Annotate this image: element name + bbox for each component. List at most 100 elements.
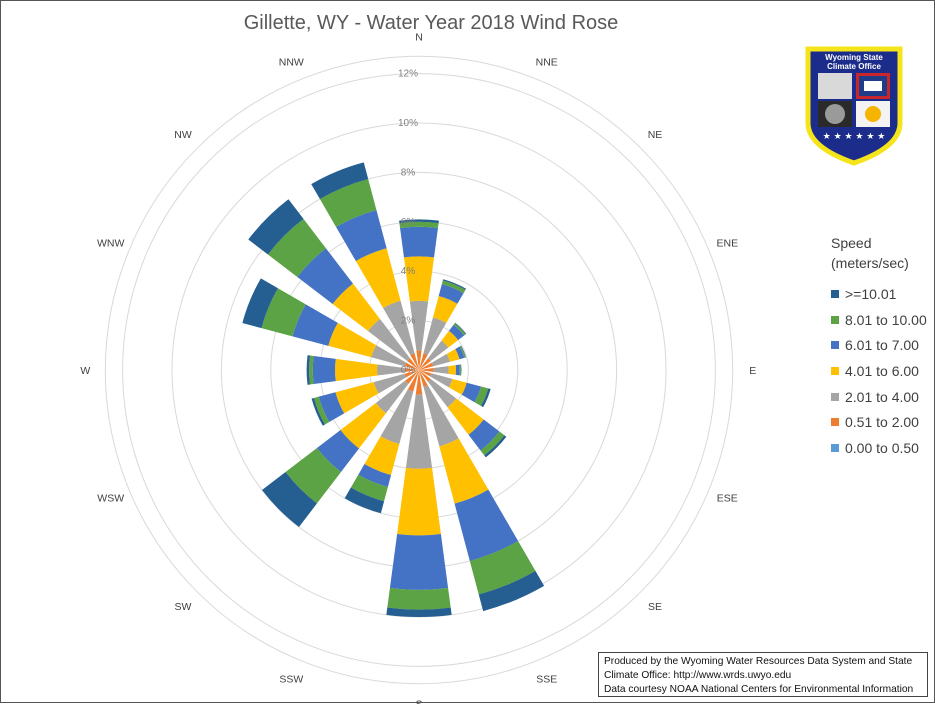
chart-title: Gillette, WY - Water Year 2018 Wind Rose: [243, 12, 619, 34]
bar-segment-E: [419, 368, 434, 372]
bar-segment-WNW: [371, 345, 407, 367]
bar-segment-SSW: [407, 370, 419, 392]
radial-tick-label: 2%: [401, 316, 416, 327]
legend-item: 4.01 to 6.00: [831, 358, 927, 384]
direction-label-nw: NW: [174, 129, 192, 141]
bar-segment-SSW: [364, 436, 400, 476]
direction-label-ne: NE: [648, 129, 663, 141]
bar-segment-NNW: [336, 210, 387, 262]
bar-segment-NE: [449, 324, 465, 340]
direction-label-ene: ENE: [717, 237, 739, 249]
bar-segment-N: [399, 219, 439, 224]
bar-segment-ENE: [431, 353, 451, 367]
direction-label-w: W: [80, 365, 90, 377]
bar-segment-W: [377, 364, 405, 376]
bar-segment-NNE: [432, 296, 458, 323]
bar-segment-ENE: [455, 346, 465, 360]
bar-segment-E: [448, 365, 457, 375]
direction-label-wnw: WNW: [97, 237, 124, 249]
bar-segment-N: [399, 221, 439, 228]
bar-segment-WNW: [292, 304, 338, 346]
legend: Speed (meters/sec) >=10.01 8.01 to 10.00 6…: [831, 233, 927, 461]
bar-segment-NE: [428, 340, 449, 361]
logo-text-line2: Climate Office: [827, 62, 881, 71]
bar-segment-S: [415, 370, 423, 395]
legend-title-line1: Speed: [831, 235, 872, 251]
bar-segment-NW: [267, 218, 326, 277]
direction-label-se: SE: [648, 601, 662, 613]
bar-segment-NNE: [423, 317, 447, 356]
bar-segment-NE: [454, 322, 467, 335]
legend-swatch: [831, 289, 839, 298]
bar-segment-NE: [419, 358, 431, 370]
legend-swatch: [831, 443, 839, 452]
bar-segment-SE: [447, 398, 484, 435]
direction-label-sw: SW: [175, 601, 192, 613]
direction-label-nnw: NNW: [279, 57, 304, 69]
bar-segment-ESE: [480, 388, 491, 408]
legend-label: 0.00 to 0.50: [845, 439, 919, 456]
bar-segment-NE: [453, 323, 466, 336]
bar-segment-SW: [340, 403, 386, 449]
bar-segment-W: [404, 368, 419, 372]
legend-swatch: [831, 341, 839, 350]
bar-segment-NNE: [441, 280, 466, 294]
legend-swatch: [831, 366, 839, 375]
bar-segment-E: [460, 364, 462, 376]
bar-segment-E: [459, 364, 461, 376]
bar-segment-ESE: [461, 382, 482, 403]
bar-segment-ENE: [460, 345, 467, 358]
bar-segment-WSW: [311, 397, 325, 426]
bar-segment-SSW: [350, 474, 388, 502]
bar-segment-NW: [297, 248, 353, 304]
bar-segment-NW: [367, 318, 410, 361]
bar-segment-N: [403, 256, 435, 302]
bar-segment-NNW: [383, 300, 415, 356]
direction-label-ese: ESE: [717, 493, 738, 505]
bar-segment-SE: [468, 419, 500, 451]
legend-item: 6.01 to 7.00: [831, 332, 927, 358]
bar-segment-WSW: [335, 382, 379, 414]
bar-segment-N: [400, 226, 438, 258]
bar-segment-SW: [405, 370, 419, 384]
legend-item: >=10.01: [831, 281, 927, 307]
radial-tick-label: 0%: [401, 365, 416, 376]
credit-line3: Data courtesy NOAA National Centers for …: [604, 684, 914, 695]
bar-segment-S: [405, 394, 433, 469]
bar-segment-NW: [248, 199, 304, 255]
bar-segment-W: [306, 355, 311, 385]
bar-segment-S: [387, 587, 451, 610]
bar-segment-WSW: [404, 370, 419, 378]
bar-segment-ESE: [429, 373, 453, 388]
legend-title-line2: (meters/sec): [831, 255, 909, 271]
bar-segment-ENE: [446, 348, 460, 362]
bar-segment-N: [409, 300, 429, 351]
tick-layer: 0% 2% 4% 6% 8% 10% 12%: [398, 69, 418, 376]
bar-segment-NW: [407, 358, 419, 370]
bar-layer: [242, 162, 545, 618]
direction-label-s: S: [415, 699, 422, 704]
legend-label: 6.01 to 7.00: [845, 337, 919, 354]
bar-segment-W: [312, 355, 336, 385]
bar-segment-SSE: [454, 489, 519, 561]
bar-segment-W: [309, 355, 314, 385]
legend-item: 8.01 to 10.00: [831, 307, 927, 333]
bar-segment-ENE: [419, 362, 434, 370]
bar-segment-SSW: [380, 389, 414, 444]
bar-segment-NNE: [438, 284, 464, 304]
radial-tick-label: 12%: [398, 69, 418, 80]
bar-segment-SW: [316, 430, 359, 473]
bar-segment-ESE: [474, 386, 489, 406]
bar-segment-E: [433, 366, 449, 374]
climate-office-logo: Wyoming State Climate Office ★ ★ ★ ★ ★ ★: [804, 43, 904, 167]
bar-segment-SW: [262, 472, 317, 527]
radial-tick-label: 6%: [401, 217, 416, 228]
bar-segment-SE: [419, 370, 431, 382]
bar-segment-SSE: [478, 570, 545, 612]
direction-label-sse: SSE: [536, 673, 557, 685]
radial-tick-label: 4%: [401, 266, 416, 277]
logo-text-line1: Wyoming State: [825, 53, 883, 62]
legend-item: 0.51 to 2.00: [831, 409, 927, 435]
svg-text:★ ★ ★ ★ ★ ★: ★ ★ ★ ★ ★ ★: [823, 132, 886, 142]
